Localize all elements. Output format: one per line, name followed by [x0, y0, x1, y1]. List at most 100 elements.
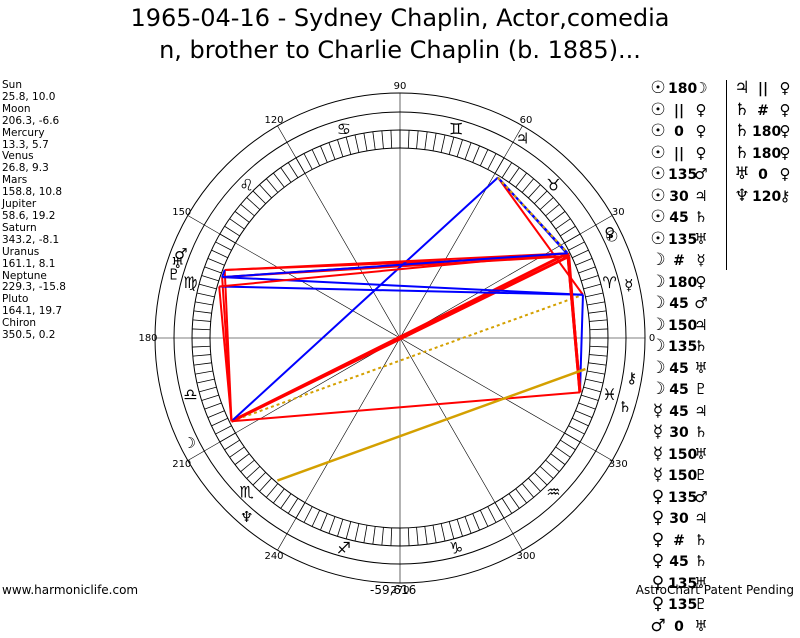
degree-tick	[281, 494, 291, 509]
aspect-symbol: 150	[668, 445, 690, 467]
aspect-column-2: ♃||♀♄#♀♄180♀♄180♀♅0♀♆120⚷	[732, 78, 796, 207]
degree-tick	[540, 197, 553, 209]
zodiac-sign-glyph: ♈	[602, 273, 616, 292]
degree-tick	[382, 527, 384, 545]
degree-tick	[304, 154, 312, 170]
aspect-planet-b: ☿	[690, 250, 712, 272]
zodiac-sign-glyph: ♏	[239, 482, 253, 501]
aspect-row: ☉||♀	[648, 100, 712, 122]
degree-tick	[193, 355, 211, 357]
aspect-row: ☉||♀	[648, 143, 712, 165]
aspect-symbol: 135	[668, 595, 690, 617]
zodiac-sign-glyph: ♐	[337, 539, 351, 558]
degree-tick	[337, 140, 342, 157]
aspect-row: ♆120⚷	[732, 186, 796, 208]
degree-tick	[216, 242, 232, 250]
aspect-symbol: 45	[668, 402, 690, 424]
aspect-symbol: #	[668, 251, 690, 273]
zodiac-sign-glyph: ♑	[449, 539, 463, 558]
degree-tick	[216, 426, 232, 434]
degree-tick	[259, 478, 271, 491]
aspect-symbol: 180	[668, 273, 690, 295]
degree-tick	[266, 179, 278, 193]
aspect-symbol: #	[752, 101, 774, 123]
degree-tick	[235, 454, 249, 465]
aspect-symbol: 180	[752, 144, 774, 166]
planet-glyph: ☽	[183, 434, 196, 452]
aspect-planet-a: ♄	[732, 121, 752, 143]
degree-tick	[457, 140, 462, 157]
aspect-row: ♄#♀	[732, 100, 796, 122]
aspect-planet-b: ♂	[690, 487, 712, 509]
aspect-symbol: ||	[668, 101, 690, 123]
aspect-symbol: 0	[668, 122, 690, 144]
degree-tick	[192, 329, 210, 330]
degree-tick	[391, 528, 392, 546]
degree-tick	[473, 146, 480, 163]
footer-website[interactable]: www.harmoniclife.com	[2, 583, 138, 597]
aspect-symbol: 135	[668, 337, 690, 359]
degree-tick	[253, 472, 266, 485]
aspect-planet-a: ♅	[732, 164, 752, 186]
aspect-symbol: 180	[752, 122, 774, 144]
degree-tick	[576, 411, 593, 418]
degree-tick	[473, 514, 480, 531]
footer-patent: AstroChart Patent Pending	[636, 583, 794, 597]
degree-tick	[509, 494, 519, 509]
aspect-row: ♀135♇	[648, 594, 712, 616]
degree-tick	[441, 135, 445, 153]
degree-tick	[425, 526, 427, 544]
degree-tick	[391, 130, 392, 148]
degree-tick	[202, 395, 219, 400]
degree-tick	[581, 275, 598, 280]
aspect-planet-b: ♀	[690, 121, 712, 143]
aspect-planet-b: ☽	[690, 78, 712, 100]
degree-tick	[572, 250, 588, 258]
aspect-planet-b: ♀	[774, 121, 796, 143]
aspect-planet-a: ♀	[648, 594, 668, 616]
degree-tick	[590, 329, 608, 330]
aspect-planet-b: ♀	[690, 272, 712, 294]
degree-tick	[241, 204, 255, 216]
degree-tick	[205, 267, 222, 273]
degree-tick	[417, 131, 419, 149]
aspect-symbol: 135	[668, 488, 690, 510]
degree-tick	[281, 168, 291, 183]
aspect-planet-a: ♄	[732, 143, 752, 165]
aspect-symbol: 150	[668, 466, 690, 488]
aspect-symbol: 135	[668, 165, 690, 187]
aspect-symbol: ||	[752, 79, 774, 101]
degree-tick	[312, 149, 320, 165]
aspect-planet-a: ♀	[648, 530, 668, 552]
degree-tick	[195, 371, 213, 374]
degree-tick	[556, 447, 571, 457]
degree-tick	[522, 484, 534, 498]
aspect-row: ♄180♀	[732, 143, 796, 165]
aspect-row: ☽45♅	[648, 358, 712, 380]
aspect-planet-b: ♀	[774, 100, 796, 122]
degree-label: 300	[516, 551, 535, 562]
degree-tick	[560, 440, 575, 450]
aspect-planet-a: ☿	[648, 422, 668, 444]
planet-glyph: ♆	[240, 508, 253, 526]
degree-tick	[259, 185, 271, 198]
degree-label: 210	[172, 459, 191, 470]
degree-tick	[590, 346, 608, 347]
degree-label: 60	[520, 115, 533, 126]
aspect-row: ♅0♀	[732, 164, 796, 186]
aspect-planet-a: ☽	[648, 315, 668, 337]
degree-tick	[587, 302, 605, 305]
degree-tick	[273, 489, 284, 503]
degree-label: 180	[138, 333, 157, 344]
aspect-planet-b: ♃	[690, 508, 712, 530]
degree-tick	[588, 363, 606, 365]
degree-tick	[576, 258, 593, 265]
aspect-column-1: ☉180☽☉||♀☉0♀☉||♀☉135♂☉30♃☉45♄☉135♅☽#☿☽18…	[648, 78, 712, 637]
aspect-column-separator	[726, 80, 727, 270]
aspect-planet-b: ♇	[690, 594, 712, 616]
aspect-row: ☉0♀	[648, 121, 712, 143]
aspect-planet-a: ☉	[648, 143, 668, 165]
degree-tick	[417, 527, 419, 545]
aspect-planet-b: ♄	[690, 422, 712, 444]
degree-label: 330	[609, 459, 628, 470]
